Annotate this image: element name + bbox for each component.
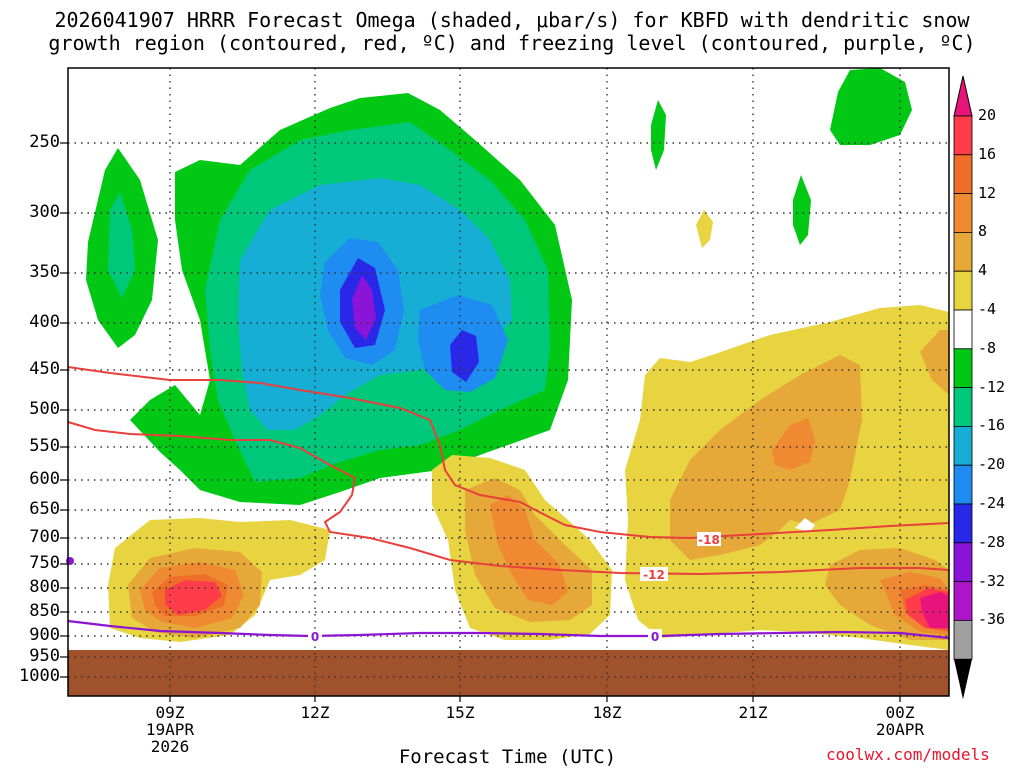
colorbar-swatch — [953, 309, 973, 350]
y-tick-label: 1000 — [19, 666, 60, 686]
omega-field — [68, 68, 949, 696]
freezing-label-a: 0 — [311, 630, 319, 644]
omega-contour-m12-left — [108, 192, 135, 298]
chart-title-line2: growth region (contoured, red, ºC) and f… — [48, 31, 976, 55]
colorbar-label: 12 — [978, 183, 997, 202]
colorbar-swatch — [953, 425, 973, 466]
x-tick-label-line2: 20APR — [875, 720, 925, 739]
colorbar-label: -32 — [978, 571, 1006, 590]
colorbar-label: 20 — [978, 106, 997, 124]
x-tick-label-line1: 12Z — [300, 703, 330, 722]
y-tick-label: 400 — [29, 312, 60, 332]
colorbar — [953, 75, 973, 700]
dgz-label-upper: -18 — [698, 533, 720, 547]
colorbar-label: -24 — [978, 494, 1006, 512]
omega-contour-m28 — [352, 275, 376, 340]
colorbar-label: -8 — [978, 338, 997, 357]
omega-contour-m8-small-b — [793, 175, 811, 245]
y-tick-label: 250 — [29, 132, 60, 152]
colorbar-label: 4 — [978, 261, 988, 280]
colorbar-swatch — [953, 620, 973, 660]
colorbar-swatch — [953, 231, 973, 272]
y-tick-label: 800 — [29, 577, 60, 597]
x-tick-label-line3: 2026 — [150, 737, 190, 756]
dgz-label-bg-upper — [697, 532, 721, 546]
colorbar-label: 16 — [978, 144, 997, 163]
colorbar-swatch — [953, 542, 973, 582]
x-tick-label-line1: 18Z — [592, 703, 622, 722]
x-tick-label-line1: 21Z — [738, 703, 768, 722]
omega-contour-p4-small-a — [696, 210, 713, 248]
omega-contour-p12-right — [772, 418, 815, 470]
x-axis-title: Forecast Time (UTC) — [398, 746, 617, 768]
omega-contour-m24-b — [450, 330, 479, 382]
y-axis-ticks — [60, 142, 68, 678]
colorbar-swatch — [953, 464, 973, 505]
colorbar-swatch — [953, 115, 973, 156]
colorbar-label: -16 — [978, 416, 1006, 435]
omega-contour-p24-lower-right — [920, 592, 949, 628]
colorbar-bottom-arrow — [954, 659, 972, 700]
y-tick-label: 750 — [29, 553, 60, 573]
omega-contour-p8-right-edge — [920, 330, 949, 395]
colorbar-swatch — [953, 270, 973, 311]
x-tick-label-line2: 19APR — [145, 720, 195, 739]
chart-gridlines — [68, 68, 949, 696]
y-tick-label: 500 — [29, 399, 60, 419]
y-tick-label: 700 — [29, 527, 60, 547]
y-tick-label: 350 — [29, 262, 60, 282]
colorbar-top-arrow — [953, 75, 973, 117]
y-tick-label: 300 — [29, 202, 60, 222]
y-tick-label: 850 — [29, 601, 60, 621]
omega-contour-p12-middle — [490, 495, 568, 605]
omega-contour-m8-top-right — [830, 68, 912, 145]
freezing-level-contours — [67, 619, 950, 640]
x-tick-label-line1: 15Z — [445, 703, 475, 722]
omega-contour-p8-hole — [795, 518, 815, 532]
ground-shading — [68, 650, 949, 696]
colorbar-label: 8 — [978, 222, 988, 241]
freezing-level-0c — [67, 619, 950, 640]
y-tick-label: 600 — [29, 469, 60, 489]
omega-contour-m16-small — [262, 395, 272, 425]
x-axis-ticks — [169, 696, 901, 702]
colorbar-swatch — [953, 387, 973, 427]
colorbar-swatch — [953, 503, 973, 544]
colorbar-swatch — [953, 154, 973, 195]
chart-title-line1: 2026041907 HRRR Forecast Omega (shaded, … — [54, 8, 970, 32]
y-tick-label: 450 — [29, 359, 60, 379]
y-tick-label: 950 — [29, 646, 60, 666]
omega-contour-p20-lower-left — [165, 580, 222, 615]
colorbar-label: -4 — [978, 300, 997, 318]
dgz-label-lower: -12 — [643, 568, 665, 582]
colorbar-swatch — [953, 193, 973, 233]
colorbar-swatch — [953, 348, 973, 388]
omega-contour-p8-right — [670, 355, 862, 560]
x-tick-label-line1: 00Z — [885, 703, 915, 722]
freezing-label-bg-b — [648, 629, 662, 643]
dgz-label-bg-lower — [640, 567, 668, 581]
omega-contour-m8-small-a — [651, 100, 666, 170]
y-tick-label: 650 — [29, 499, 60, 519]
freezing-label-b: 0 — [651, 630, 659, 644]
plot-frame — [67, 67, 950, 697]
y-tick-label: 900 — [29, 625, 60, 645]
colorbar-label: -36 — [978, 610, 1006, 629]
colorbar-label: -12 — [978, 377, 1006, 396]
colorbar-label: -20 — [978, 455, 1006, 474]
x-tick-label-line1: 09Z — [155, 703, 185, 722]
credit-link[interactable]: coolwx.com/models — [826, 745, 990, 764]
freezing-label-bg-a — [308, 629, 322, 643]
colorbar-label: -28 — [978, 532, 1006, 551]
colorbar-swatch — [953, 581, 973, 621]
dgz-contour-minus12 — [67, 421, 950, 576]
y-tick-label: 550 — [29, 436, 60, 456]
